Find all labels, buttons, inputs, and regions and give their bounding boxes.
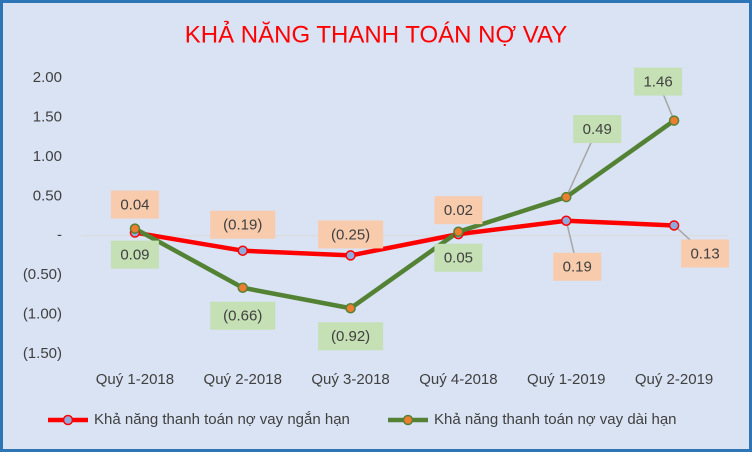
marker — [668, 220, 680, 231]
value-label-box — [318, 220, 384, 249]
value-label-box — [210, 210, 276, 239]
x-tick-label: Quý 3-2018 — [311, 371, 389, 388]
value-label: (0.92) — [331, 328, 370, 345]
value-label-box — [110, 240, 159, 269]
series-line — [133, 118, 676, 311]
y-tick-label: - — [57, 227, 62, 244]
marker — [345, 250, 356, 261]
y-tick-label: (1.00) — [23, 306, 62, 323]
value-label: 0.13 — [690, 245, 719, 262]
y-tick-label: 1.50 — [33, 108, 62, 125]
legend-marker — [402, 414, 414, 426]
marker — [237, 282, 248, 294]
value-label: 0.49 — [583, 121, 612, 138]
marker — [453, 226, 464, 238]
legend-label: Khả năng thanh toán nợ vay dài hạn — [434, 411, 677, 428]
value-label: (0.25) — [331, 226, 370, 243]
x-tick-label: Quý 1-2019 — [527, 371, 605, 388]
marker — [237, 245, 248, 256]
y-tick-label: 1.00 — [33, 148, 62, 165]
value-label-box — [318, 322, 384, 351]
marker — [668, 115, 680, 126]
value-label-box — [573, 115, 622, 144]
value-label-box — [210, 301, 276, 330]
y-tick-label: (0.50) — [23, 266, 62, 283]
value-label: 0.04 — [120, 197, 149, 214]
y-tick-label: (1.50) — [23, 345, 62, 362]
series-line — [134, 218, 675, 258]
y-tick-label: 2.00 — [33, 69, 62, 86]
value-label: (0.66) — [223, 308, 262, 325]
marker — [561, 215, 572, 226]
value-label-box — [634, 67, 683, 96]
chart-title: KHẢ NĂNG THANH TOÁN NỢ VAY — [185, 19, 567, 48]
value-label: (0.19) — [223, 217, 262, 234]
x-tick-label: Quý 2-2019 — [635, 371, 713, 388]
y-tick-label: 0.50 — [33, 187, 62, 204]
marker — [561, 191, 572, 203]
marker — [345, 303, 356, 314]
value-label: 0.19 — [563, 259, 592, 276]
value-label: 0.05 — [444, 250, 473, 267]
marker — [129, 223, 141, 234]
value-label-box — [681, 239, 730, 268]
value-label-box — [434, 243, 483, 272]
value-label: 1.46 — [643, 74, 672, 91]
value-label-box — [110, 190, 159, 219]
x-tick-label: Quý 2-2018 — [204, 371, 282, 388]
value-label-box — [553, 252, 602, 281]
legend-marker — [62, 414, 74, 426]
value-label: 0.09 — [120, 247, 149, 264]
x-tick-label: Quý 1-2018 — [96, 371, 174, 388]
legend-label: Khả năng thanh toán nợ vay ngắn hạn — [94, 411, 350, 428]
value-label-box — [434, 196, 483, 225]
x-tick-label: Quý 4-2018 — [419, 371, 497, 388]
value-label: 0.02 — [444, 202, 473, 219]
